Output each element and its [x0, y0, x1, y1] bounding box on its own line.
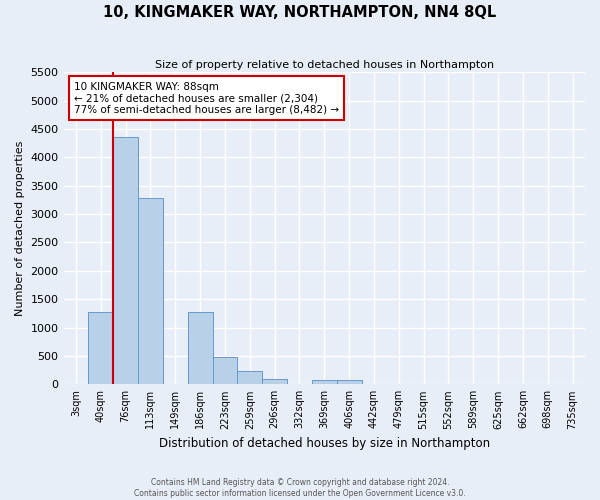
Title: Size of property relative to detached houses in Northampton: Size of property relative to detached ho…: [155, 60, 494, 70]
Bar: [188, 312, 212, 384]
Bar: [238, 370, 262, 384]
Y-axis label: Number of detached properties: Number of detached properties: [15, 140, 25, 316]
Text: 10 KINGMAKER WAY: 88sqm
← 21% of detached houses are smaller (2,304)
77% of semi: 10 KINGMAKER WAY: 88sqm ← 21% of detache…: [74, 82, 339, 114]
Bar: [262, 378, 287, 384]
Text: Contains HM Land Registry data © Crown copyright and database right 2024.
Contai: Contains HM Land Registry data © Crown c…: [134, 478, 466, 498]
Bar: [312, 380, 337, 384]
Bar: [88, 312, 113, 384]
Bar: [113, 138, 138, 384]
Bar: [212, 357, 238, 384]
Bar: [337, 380, 362, 384]
Text: 10, KINGMAKER WAY, NORTHAMPTON, NN4 8QL: 10, KINGMAKER WAY, NORTHAMPTON, NN4 8QL: [103, 5, 497, 20]
Bar: [138, 198, 163, 384]
X-axis label: Distribution of detached houses by size in Northampton: Distribution of detached houses by size …: [159, 437, 490, 450]
